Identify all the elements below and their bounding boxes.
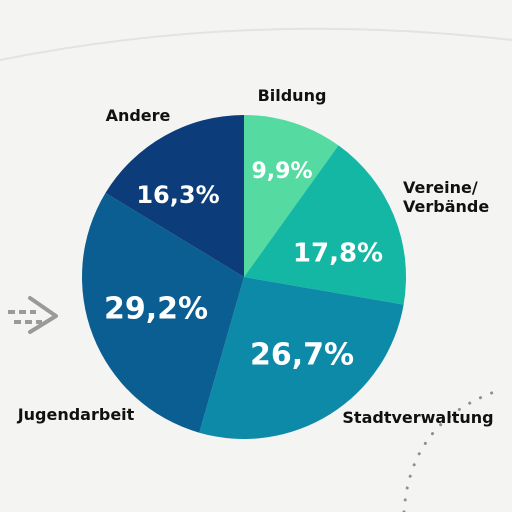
pie-category-label: Jugendarbeit — [17, 405, 135, 424]
arrow-icon — [8, 296, 58, 334]
pie-value-label: 17,8% — [293, 239, 383, 269]
pie-slice-jugendarbeit — [81, 192, 245, 433]
pie-value-labels: 9,9% 17,8% 26,7% 29,2% 16,3% — [104, 159, 383, 373]
pie-value-label: 26,7% — [250, 338, 354, 373]
pie-value-label: 29,2% — [104, 292, 208, 327]
pie-slice-vereineverbände — [244, 145, 406, 305]
pie-slice-bildung — [244, 115, 339, 277]
pie-category-label: Andere — [106, 106, 171, 125]
pie-value-label: 9,9% — [251, 159, 312, 184]
pie-category-label: Stadtverwaltung — [342, 408, 493, 427]
pie-category-label: Vereine/Verbände — [403, 178, 489, 216]
pie-value-label: 16,3% — [136, 181, 219, 209]
pie-category-label: Bildung — [258, 86, 327, 105]
pie-slice-andere — [105, 115, 244, 277]
pie-slices — [81, 115, 406, 439]
pie-slice-stadtverwaltung — [199, 277, 404, 439]
dotted-curve — [402, 388, 502, 512]
background-curve — [0, 27, 512, 61]
pie-category-labels: Bildung Vereine/Verbände Stadtverwaltung Ju… — [17, 86, 494, 427]
